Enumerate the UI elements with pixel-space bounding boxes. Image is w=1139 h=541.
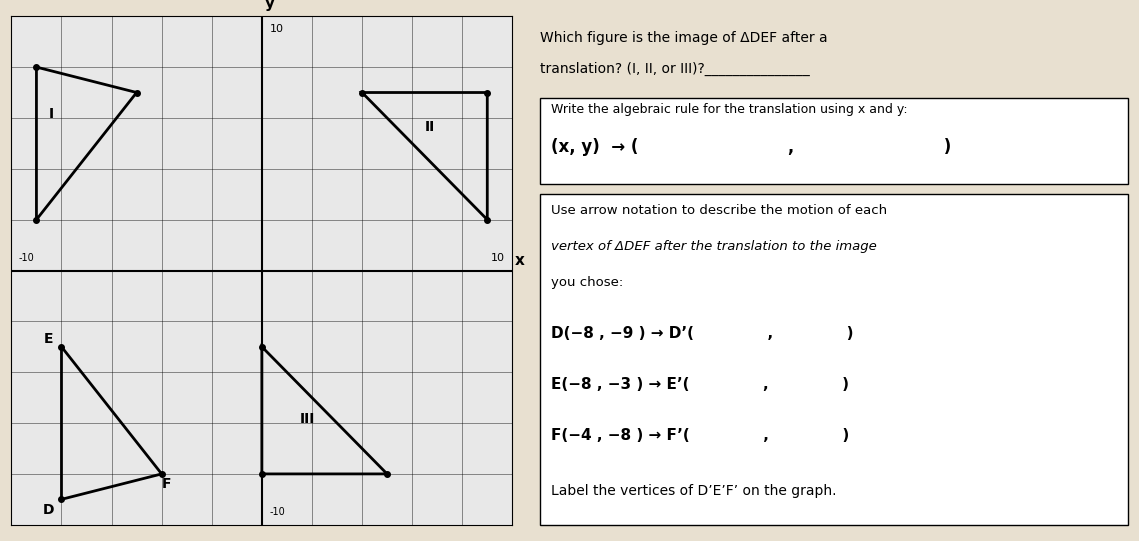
Text: translation? (I, II, or III)?_______________: translation? (I, II, or III)?___________… (540, 62, 810, 76)
Text: E: E (44, 332, 54, 346)
Text: F: F (162, 477, 172, 491)
Text: E(−8 , −3 ) → E’(              ,              ): E(−8 , −3 ) → E’( , ) (551, 377, 850, 392)
Text: Use arrow notation to describe the motion of each: Use arrow notation to describe the motio… (551, 204, 887, 217)
Text: you chose:: you chose: (551, 275, 623, 288)
Text: Which figure is the image of ΔDEF after a: Which figure is the image of ΔDEF after … (540, 31, 827, 45)
Text: y: y (264, 0, 274, 11)
Text: F(−4 , −8 ) → F’(              ,              ): F(−4 , −8 ) → F’( , ) (551, 428, 850, 443)
Text: II: II (425, 120, 435, 134)
Text: III: III (300, 412, 314, 426)
Text: x: x (515, 253, 525, 268)
Text: (x, y)  → (                          ,                          ): (x, y) → ( , ) (551, 138, 951, 156)
Text: 10: 10 (269, 24, 284, 34)
Text: vertex of ΔDEF after the translation to the image: vertex of ΔDEF after the translation to … (551, 240, 877, 253)
Text: D: D (43, 503, 55, 517)
Text: D(−8 , −9 ) → D’(              ,              ): D(−8 , −9 ) → D’( , ) (551, 326, 854, 341)
Text: -10: -10 (19, 253, 34, 263)
FancyBboxPatch shape (540, 97, 1128, 184)
FancyBboxPatch shape (540, 194, 1128, 525)
Text: 10: 10 (491, 253, 505, 263)
Text: -10: -10 (269, 507, 285, 517)
Text: Write the algebraic rule for the translation using x and y:: Write the algebraic rule for the transla… (551, 103, 908, 116)
Text: Label the vertices of D’E’F’ on the graph.: Label the vertices of D’E’F’ on the grap… (551, 484, 837, 498)
Text: I: I (49, 107, 54, 121)
